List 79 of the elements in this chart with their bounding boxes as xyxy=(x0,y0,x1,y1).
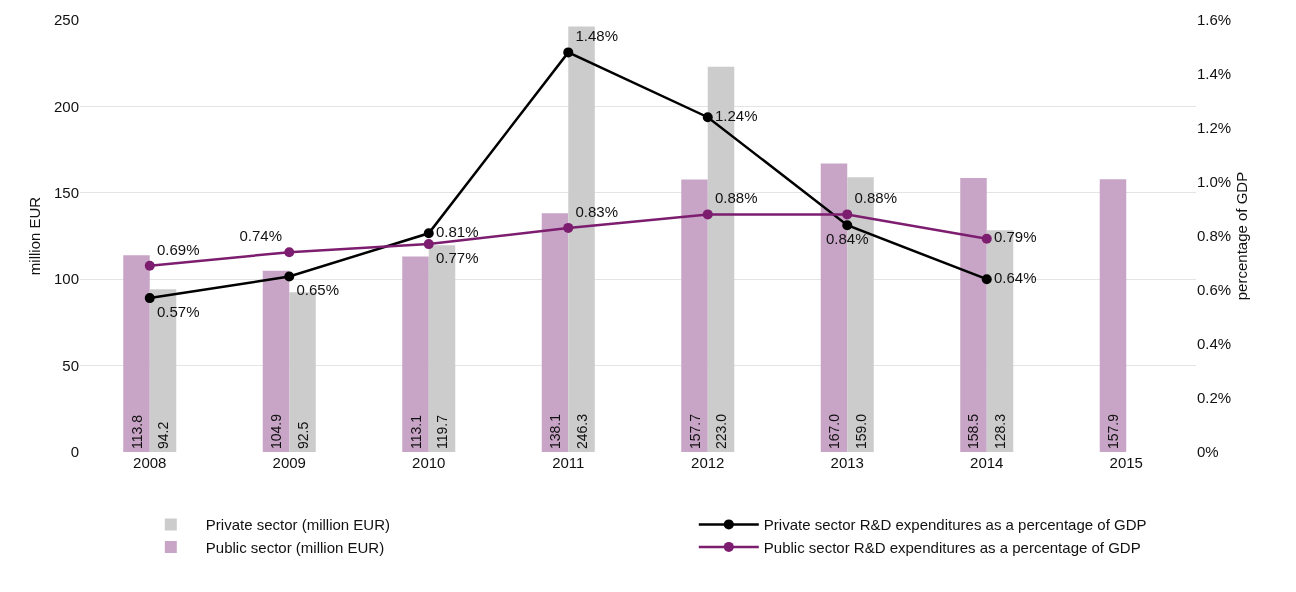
data-label: 158.5 xyxy=(965,413,982,449)
y2-tick-label: 0% xyxy=(1197,443,1219,461)
y-tick-label: 0 xyxy=(70,443,79,461)
y-tick-label: 50 xyxy=(62,356,79,374)
data-label: 0.88% xyxy=(715,189,758,207)
data-label: 223.0 xyxy=(713,413,730,449)
y-tick-label: 200 xyxy=(53,97,79,115)
y2-tick-label: 1.4% xyxy=(1197,65,1232,83)
data-label: 0.88% xyxy=(854,189,898,207)
y2-tick-label: 1.6% xyxy=(1197,11,1232,29)
bar xyxy=(402,256,429,452)
point xyxy=(284,271,295,282)
data-label: 157.7 xyxy=(686,413,703,449)
x-tick-label: 2010 xyxy=(412,454,446,471)
data-label: 0.81% xyxy=(436,223,479,241)
y2-tick-label: 1.0% xyxy=(1197,173,1232,191)
y2-axis-title: percentage of GDP xyxy=(1233,171,1251,301)
y2-tick-label: 1.2% xyxy=(1197,119,1232,137)
legend-label: Private sector R&D expenditures as a percentage of GDP xyxy=(763,516,1147,534)
data-label: 157.9 xyxy=(1104,413,1121,449)
data-label: 94.2 xyxy=(155,421,172,449)
y-tick-label: 250 xyxy=(53,11,79,29)
legend-label: Public sector R&D expenditures as a percentage of GDP xyxy=(763,538,1141,556)
data-label: 0.77% xyxy=(436,248,479,266)
x-tick-label: 2012 xyxy=(691,454,725,471)
data-label: 119.7 xyxy=(434,414,451,449)
data-label: 92.5 xyxy=(294,421,311,449)
data-label: 0.84% xyxy=(825,229,869,247)
y-tick-label: 100 xyxy=(53,270,79,288)
data-label: 128.3 xyxy=(992,413,1009,449)
y2-tick-label: 0.4% xyxy=(1197,335,1232,353)
data-label: 0.74% xyxy=(239,227,282,245)
point xyxy=(423,239,434,250)
y-tick-label: 150 xyxy=(53,184,79,202)
point xyxy=(842,209,853,220)
legend-label: Private sector (million EUR) xyxy=(205,516,391,534)
data-label: 1.24% xyxy=(715,106,758,124)
data-label: 159.0 xyxy=(852,413,869,449)
data-label: 246.3 xyxy=(573,413,590,449)
point xyxy=(284,247,295,258)
legend-label: Public sector (million EUR) xyxy=(205,538,385,556)
y-axis-title: million EUR xyxy=(26,196,43,276)
bar xyxy=(681,179,708,452)
point xyxy=(981,233,992,244)
bar xyxy=(960,178,987,452)
point xyxy=(144,260,155,271)
point xyxy=(144,293,155,304)
data-label: 0.69% xyxy=(157,240,200,258)
bar xyxy=(541,213,569,452)
point xyxy=(423,228,434,239)
data-label: 167.0 xyxy=(825,413,842,449)
y2-tick-label: 0.2% xyxy=(1197,389,1232,407)
x-tick-label: 2008 xyxy=(133,454,167,471)
data-label: 113.8 xyxy=(128,414,145,449)
x-tick-label: 2011 xyxy=(552,454,585,471)
x-tick-label: 2009 xyxy=(272,454,306,471)
data-label: 113.1 xyxy=(407,414,424,449)
point xyxy=(563,222,574,233)
point xyxy=(981,274,992,285)
x-tick-label: 2015 xyxy=(1109,454,1143,471)
data-label: 138.1 xyxy=(547,413,563,449)
data-label: 0.57% xyxy=(157,302,200,320)
bar xyxy=(123,255,150,452)
data-label: 0.79% xyxy=(994,228,1037,246)
point xyxy=(702,112,713,123)
bar xyxy=(1099,179,1127,452)
data-label: 104.9 xyxy=(268,413,284,449)
point xyxy=(702,209,713,220)
x-tick-label: 2013 xyxy=(830,454,864,471)
point xyxy=(563,47,574,58)
x-tick-label: 2014 xyxy=(970,454,1004,471)
data-label: 1.48% xyxy=(575,27,619,45)
y2-tick-label: 0.8% xyxy=(1197,227,1232,245)
y2-tick-label: 0.6% xyxy=(1197,281,1232,299)
bar xyxy=(262,270,290,452)
data-label: 0.83% xyxy=(575,202,619,220)
point xyxy=(842,220,853,231)
data-label: 0.64% xyxy=(994,268,1037,286)
data-label: 0.65% xyxy=(296,281,340,298)
